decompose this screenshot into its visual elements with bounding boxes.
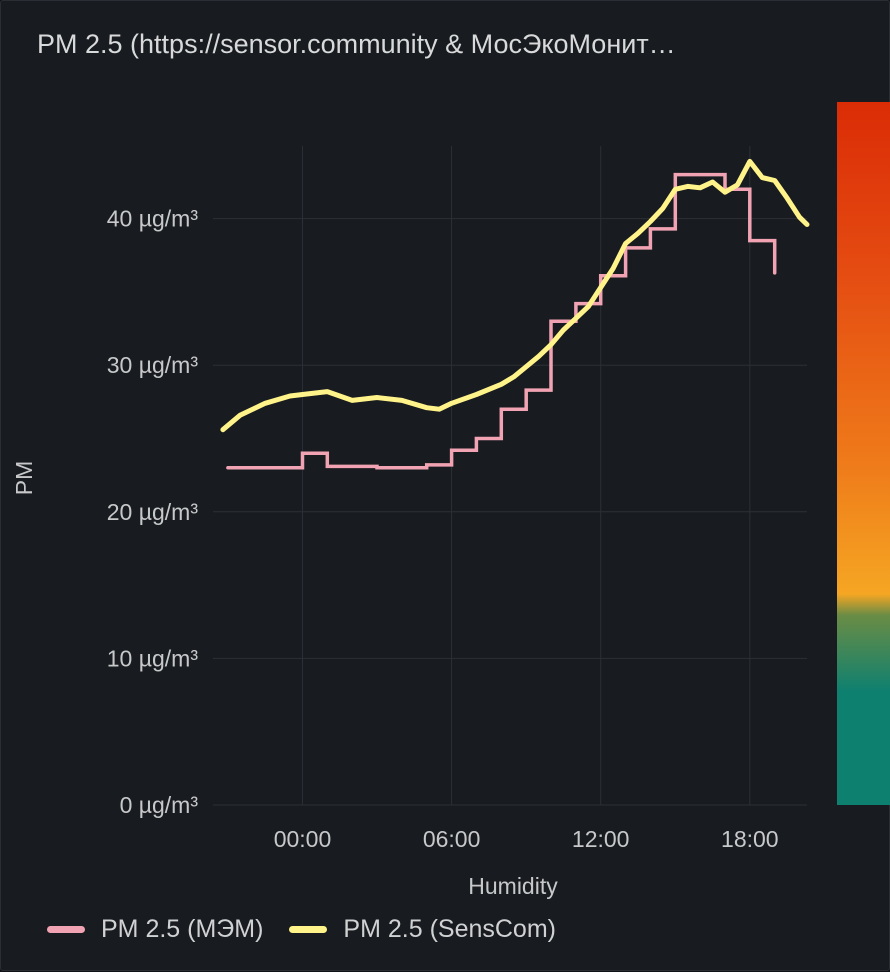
color-scale-bar [837, 102, 890, 805]
x-tick-label: 00:00 [274, 826, 332, 852]
legend-swatch-mem [47, 926, 85, 933]
y-axis-title: PM [11, 461, 37, 496]
series-line-pm25-mem [226, 172, 777, 470]
y-tick-label: 20 µg/m³ [107, 499, 199, 525]
y-tick-label: 0 µg/m³ [120, 792, 199, 818]
x-axis-ticks: 00:00 06:00 12:00 18:00 [274, 826, 779, 852]
y-tick-label: 30 µg/m³ [107, 352, 199, 378]
legend: PM 2.5 (МЭМ) PM 2.5 (SensCom) [47, 915, 582, 944]
x-axis-title: Humidity [468, 873, 558, 899]
x-tick-label: 12:00 [572, 826, 630, 852]
y-axis-ticks: 0 µg/m³ 10 µg/m³ 20 µg/m³ 30 µg/m³ 40 µg/m³ [107, 206, 199, 818]
legend-label-senscom: PM 2.5 (SensCom) [343, 915, 556, 943]
y-tick-label: 40 µg/m³ [107, 206, 199, 232]
series-lines [220, 158, 810, 470]
x-tick-label: 06:00 [423, 826, 481, 852]
legend-label-mem: PM 2.5 (МЭМ) [101, 915, 264, 943]
legend-item-mem[interactable]: PM 2.5 (МЭМ) [47, 915, 263, 944]
y-tick-label: 10 µg/m³ [107, 645, 199, 671]
legend-swatch-senscom [289, 926, 328, 933]
x-tick-label: 18:00 [721, 826, 779, 852]
legend-item-senscom[interactable]: PM 2.5 (SensCom) [289, 915, 556, 944]
series-line-pm25-senscom [220, 158, 810, 433]
grid [213, 146, 807, 806]
